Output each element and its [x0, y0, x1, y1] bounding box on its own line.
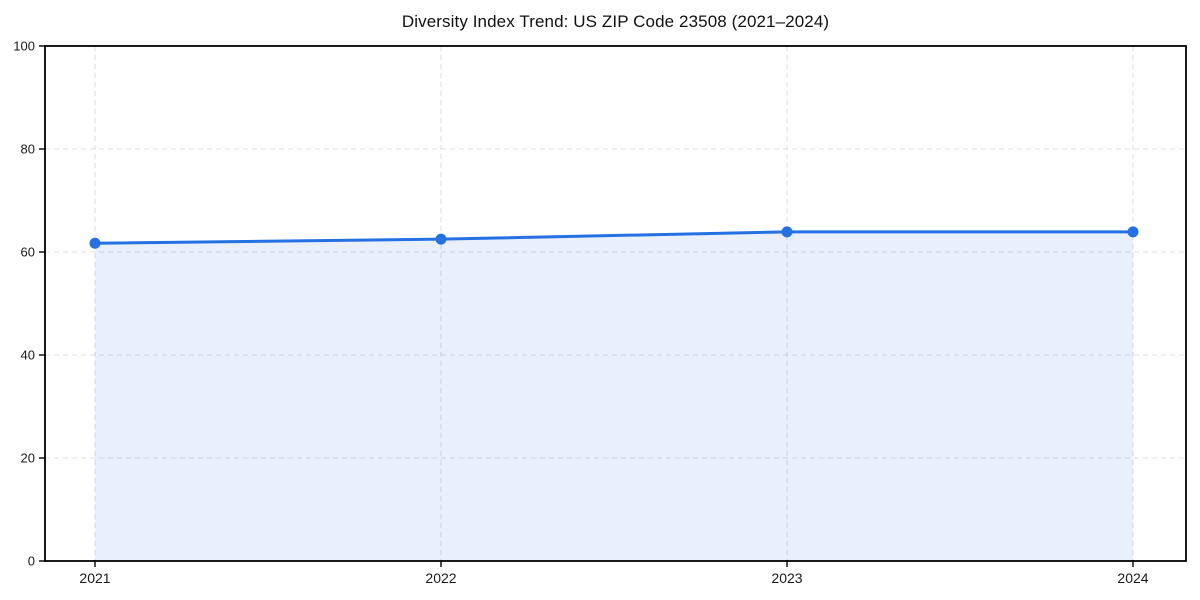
x-tick-label: 2024: [1117, 570, 1148, 586]
y-tick-labels: 0 20 40 60 80 100: [13, 39, 35, 569]
x-tick-label: 2023: [771, 570, 802, 586]
trend-line: [93, 230, 1135, 245]
y-tick-label: 60: [21, 245, 35, 260]
axis-tick-marks: [39, 45, 1134, 567]
area-fill: [95, 231, 1133, 562]
x-tick-label: 2022: [425, 570, 456, 586]
chart-title: Diversity Index Trend: US ZIP Code 23508…: [401, 12, 830, 31]
x-tick-labels: 2021 2022 2023 2024: [79, 570, 1148, 586]
x-tick-label: 2021: [79, 570, 110, 586]
y-tick-label: 0: [28, 554, 35, 569]
gridlines: [45, 46, 1186, 561]
y-tick-label: 40: [21, 348, 35, 363]
data-point-marker: [1127, 226, 1139, 238]
plot-border: [44, 45, 1187, 562]
data-point-markers: [89, 226, 1139, 249]
y-tick-label: 100: [13, 39, 35, 54]
y-tick-label: 80: [21, 142, 35, 157]
data-point-marker: [435, 233, 447, 245]
y-tick-label: 20: [21, 451, 35, 466]
data-point-marker: [781, 226, 793, 238]
data-point-marker: [89, 237, 101, 249]
